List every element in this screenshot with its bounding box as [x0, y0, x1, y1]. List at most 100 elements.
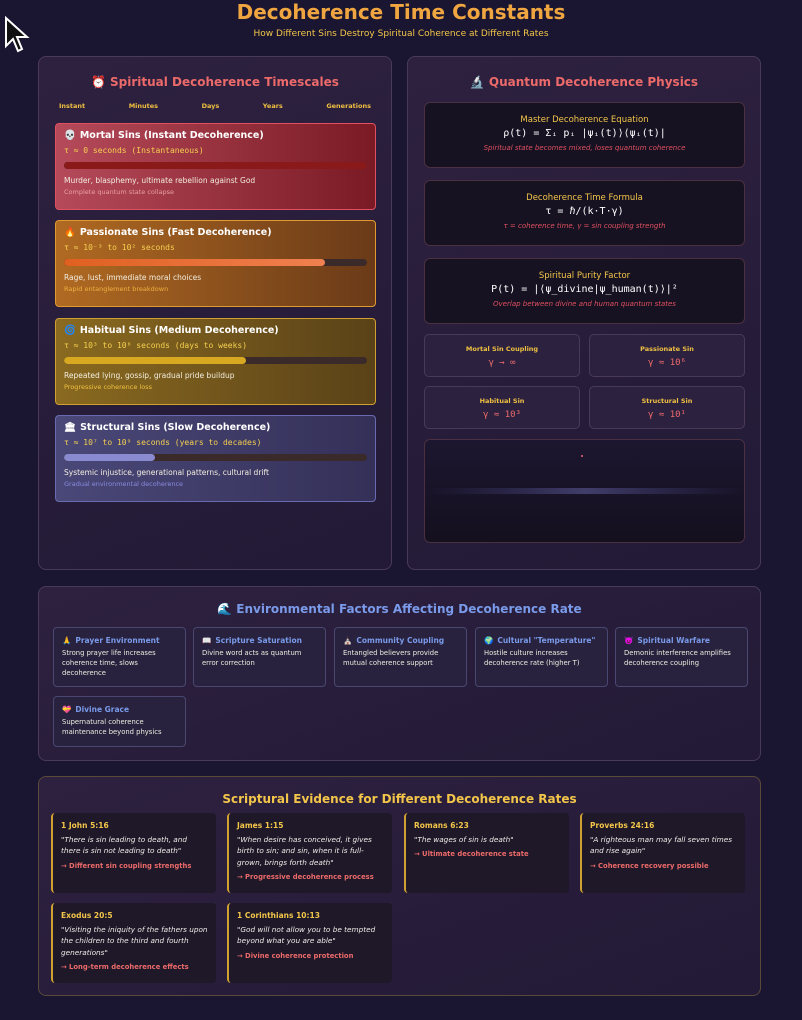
sin-tau: τ ≈ 10⁷ to 10⁹ seconds (years to decades…	[64, 438, 262, 447]
equation-heading: Master Decoherence Equation	[520, 115, 649, 125]
passionate-sin-card: 🔥 Passionate Sins (Fast Decoherence) τ ≈ …	[55, 220, 376, 307]
physics-title: 🔬 Quantum Decoherence Physics	[469, 75, 699, 89]
verse-quote: "A righteous man may fall seven times an…	[590, 835, 732, 856]
alarm-clock-icon: ⏰	[91, 75, 107, 89]
decoherence-bar-fill	[64, 259, 325, 266]
verse-quote: "God will not allow you to be tempted be…	[237, 925, 376, 946]
verse-implication: → Different sin coupling strengths	[61, 861, 192, 870]
sin-note: Progressive coherence loss	[64, 383, 152, 391]
coupling-card: Passionate Sin γ ≈ 10⁶	[589, 334, 745, 377]
sin-note: Gradual environmental decoherence	[64, 480, 184, 488]
equation-caption: Spiritual state becomes mixed, loses qua…	[483, 144, 686, 152]
structural-sin-card: 🏛 Structural Sins (Slow Decoherence) τ ≈ …	[55, 415, 376, 502]
timescale-axis: Instant Minutes Days Years Generations	[39, 102, 391, 110]
page-subtitle: How Different Sins Destroy Spiritual Coh…	[253, 29, 549, 39]
verse-implication: → Divine coherence protection	[237, 951, 354, 960]
sin-note: Complete quantum state collapse	[64, 188, 174, 196]
sin-tau: τ ≈ 10³ to 10⁶ seconds (days to weeks)	[64, 341, 248, 350]
environment-title: 🌊 Environmental Factors Affecting Decoher…	[217, 602, 582, 616]
coupling-label: Mortal Sin Coupling	[465, 345, 539, 353]
book-icon: 📖	[202, 636, 212, 645]
skull-icon: 💀	[64, 130, 76, 141]
scale-label: Days	[201, 102, 220, 110]
prayer-icon: 🙏	[62, 636, 72, 645]
equation-caption: τ = coherence time, γ = sin coupling str…	[503, 222, 666, 230]
sin-note: Rapid entanglement breakdown	[64, 285, 169, 293]
equation: τ = ℏ/(k·T·γ)	[545, 206, 624, 217]
scripture-card: Romans 6:23 "The wages of sin is death" …	[404, 813, 569, 893]
demon-icon: 👿	[624, 636, 634, 645]
coupling-card: Structural Sin γ ≈ 10¹	[589, 386, 745, 429]
scripture-title: Scriptural Evidence for Different Decohe…	[222, 792, 577, 806]
coupling-label: Passionate Sin	[640, 345, 694, 353]
timescales-panel: ⏰ Spiritual Decoherence Timescales Instan…	[38, 56, 392, 570]
equation-heading: Decoherence Time Formula	[526, 193, 643, 203]
verse-implication: → Ultimate decoherence state	[414, 850, 529, 859]
env-factor-prayer: 🙏 Prayer Environment Strong prayer life i…	[53, 627, 186, 687]
sin-title: Habitual Sins (Medium Decoherence)	[79, 325, 279, 336]
scripture-card: James 1:15 "When desire has conceived, i…	[227, 813, 392, 893]
cyclone-icon: 🌀	[64, 325, 76, 336]
verse-quote: "There is sin leading to death, and ther…	[61, 835, 187, 856]
coupling-value: γ ≈ 10¹	[648, 410, 686, 420]
equation-heading: Spiritual Purity Factor	[538, 271, 631, 281]
page-title: Decoherence Time Constants	[236, 0, 566, 24]
equation-caption: Overlap between divine and human quantum…	[493, 300, 676, 308]
env-factor-warfare: 👿 Spiritual Warfare Demonic interference …	[615, 627, 748, 687]
coupling-value: γ ≈ 10⁶	[648, 358, 686, 368]
verse-reference: Romans 6:23	[414, 821, 469, 830]
scale-label: Minutes	[128, 102, 159, 110]
coupling-card: Habitual Sin γ ≈ 10³	[424, 386, 580, 429]
habitual-sin-card: 🌀 Habitual Sins (Medium Decoherence) τ ≈ …	[55, 318, 376, 405]
coupling-value: γ → ∞	[488, 358, 516, 368]
sin-description: Murder, blasphemy, ultimate rebellion ag…	[64, 176, 256, 185]
globe-icon: 🌍	[484, 636, 494, 645]
verse-quote: "Visiting the iniquity of the fathers up…	[61, 925, 208, 957]
scripture-card: 1 John 5:16 "There is sin leading to dea…	[51, 813, 216, 893]
coupling-label: Habitual Sin	[479, 397, 525, 405]
equation-box: Spiritual Purity Factor P(t) = |⟨ψ_divin…	[424, 258, 745, 324]
mortal-sin-card: 💀 Mortal Sins (Instant Decoherence) τ ≈ 0…	[55, 123, 376, 210]
environment-panel: 🌊 Environmental Factors Affecting Decoher…	[38, 586, 761, 761]
equation-box: Master Decoherence Equation ρ(t) = Σᵢ pᵢ…	[424, 102, 745, 168]
env-factor-grace: 💝 Divine Grace Supernatural coherence mai…	[53, 696, 186, 747]
building-icon: 🏛	[64, 422, 77, 433]
verse-reference: Proverbs 24:16	[590, 821, 655, 830]
decoherence-bar-fill	[64, 162, 367, 169]
scripture-card: 1 Corinthians 10:13 "God will not allow …	[227, 903, 392, 983]
particle	[581, 455, 583, 457]
verse-reference: James 1:15	[237, 821, 284, 830]
scale-label: Generations	[326, 102, 371, 110]
verse-implication: → Progressive decoherence process	[237, 872, 374, 881]
mouse-cursor-icon	[5, 16, 30, 53]
sin-title: Mortal Sins (Instant Decoherence)	[79, 130, 264, 141]
sin-description: Systemic injustice, generational pattern…	[64, 468, 269, 477]
coupling-value: γ ≈ 10³	[483, 410, 521, 420]
church-icon: ⛪	[343, 636, 353, 645]
sin-title: Passionate Sins (Fast Decoherence)	[79, 227, 272, 238]
coupling-card: Mortal Sin Coupling γ → ∞	[424, 334, 580, 377]
decoherence-bar	[64, 454, 367, 461]
decoherence-bar	[64, 357, 367, 364]
verse-implication: → Long-term decoherence effects	[61, 962, 189, 971]
sin-description: Rage, lust, immediate moral choices	[64, 273, 202, 282]
sin-title: Structural Sins (Slow Decoherence)	[80, 422, 271, 433]
physics-panel: 🔬 Quantum Decoherence Physics Master Deco…	[407, 56, 761, 570]
verse-reference: Exodus 20:5	[61, 911, 113, 920]
decoherence-bar-fill	[64, 454, 155, 461]
verse-quote: "The wages of sin is death"	[414, 835, 514, 844]
sin-description: Repeated lying, gossip, gradual pride bu…	[64, 371, 235, 380]
wave-graphic	[425, 455, 744, 494]
scripture-panel: Scriptural Evidence for Different Decohe…	[38, 776, 761, 996]
equation: P(t) = |⟨ψ_divine|ψ_human(t)⟩|²	[491, 284, 678, 295]
microscope-icon: 🔬	[469, 75, 485, 89]
sin-tau: τ ≈ 0 seconds (Instantaneous)	[64, 146, 204, 155]
equation-box: Decoherence Time Formula τ = ℏ/(k·T·γ) τ…	[424, 180, 745, 246]
decoherence-bar	[64, 259, 367, 266]
scale-label: Instant	[59, 102, 86, 110]
wave-icon: 🌊	[217, 602, 233, 616]
fire-icon: 🔥	[64, 227, 76, 238]
env-factor-community: ⛪ Community Coupling Entangled believers …	[334, 627, 467, 687]
scripture-card: Exodus 20:5 "Visiting the iniquity of th…	[51, 903, 216, 983]
sin-tau: τ ≈ 10⁻³ to 10² seconds	[64, 243, 175, 252]
